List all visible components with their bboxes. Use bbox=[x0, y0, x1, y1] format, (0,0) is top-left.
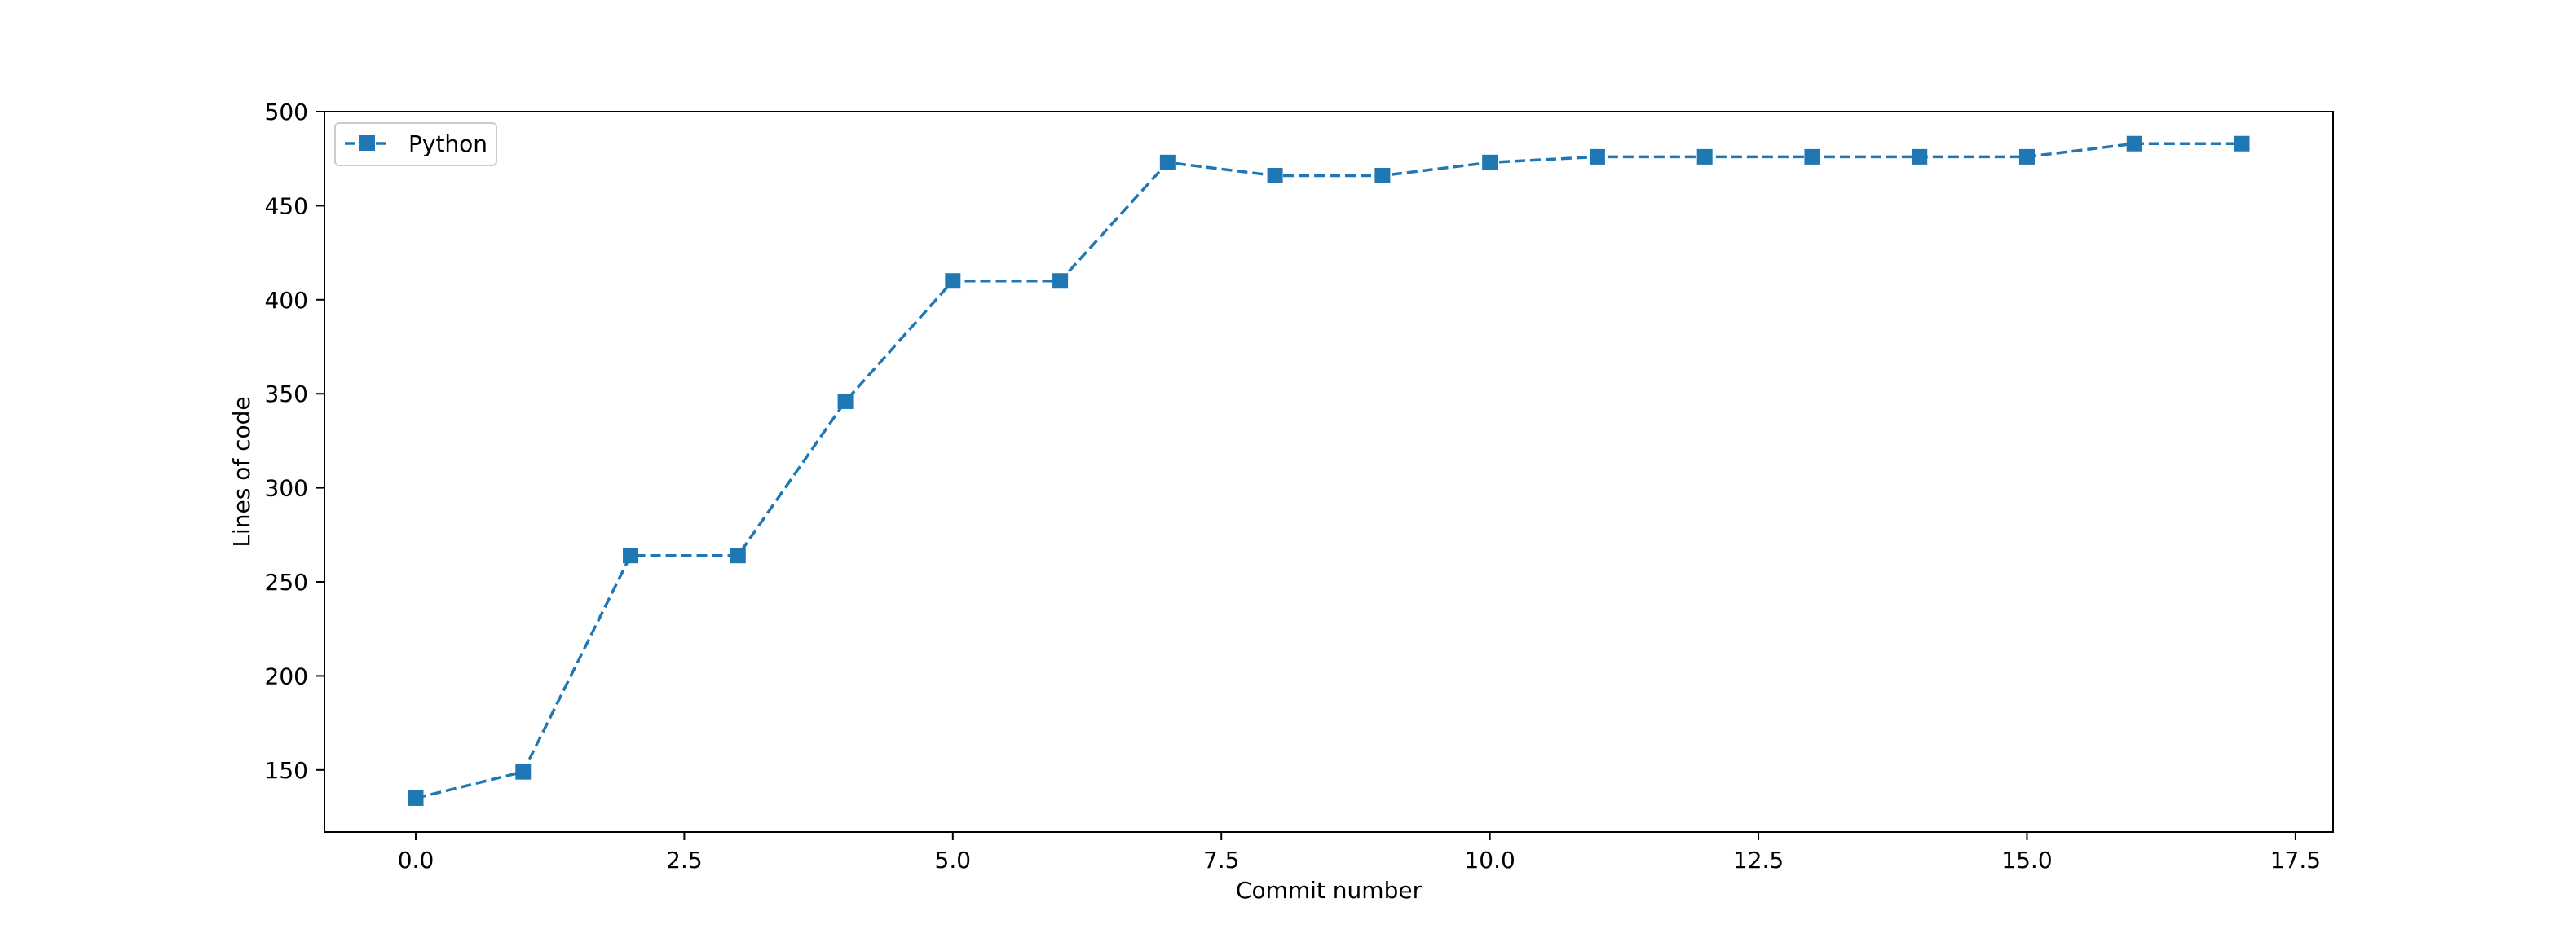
data-point-marker bbox=[1267, 167, 1283, 183]
legend: Python bbox=[334, 122, 497, 166]
data-point-marker bbox=[730, 548, 746, 564]
x-tick-label: 7.5 bbox=[1203, 847, 1240, 874]
data-point-marker bbox=[2126, 135, 2142, 152]
data-point-marker bbox=[1696, 148, 1713, 165]
legend-box bbox=[334, 122, 497, 166]
data-point-marker bbox=[515, 764, 532, 780]
x-tick-label: 0.0 bbox=[398, 847, 434, 874]
x-tick-label: 10.0 bbox=[1464, 847, 1515, 874]
data-point-marker bbox=[837, 393, 854, 409]
series-line-python bbox=[415, 142, 2242, 800]
x-tick-label: 15.0 bbox=[2001, 847, 2052, 874]
data-point-marker bbox=[1482, 154, 1498, 170]
data-point-marker bbox=[2018, 148, 2035, 165]
data-point-marker bbox=[1912, 148, 1928, 165]
legend-marker-sample bbox=[359, 135, 375, 151]
legend-label-python: Python bbox=[408, 130, 487, 157]
y-tick-label: 400 bbox=[265, 287, 308, 314]
data-point-marker bbox=[2234, 135, 2250, 152]
y-tick-label: 500 bbox=[265, 99, 308, 125]
x-tick-label: 5.0 bbox=[935, 847, 972, 874]
data-point-marker bbox=[945, 273, 961, 289]
y-tick-label: 150 bbox=[265, 757, 308, 784]
data-point-marker bbox=[1052, 273, 1069, 289]
y-tick-label: 250 bbox=[265, 569, 308, 596]
y-axis-title: Lines of code bbox=[228, 396, 255, 547]
data-point-marker bbox=[1589, 148, 1605, 165]
x-tick-label: 12.5 bbox=[1733, 847, 1784, 874]
data-point-marker bbox=[623, 548, 639, 564]
x-axis-title: Commit number bbox=[1236, 877, 1423, 904]
y-tick-label: 350 bbox=[265, 381, 308, 407]
x-tick-label: 17.5 bbox=[2270, 847, 2321, 874]
plot-frame bbox=[324, 111, 2334, 833]
x-tick-label: 2.5 bbox=[666, 847, 703, 874]
y-tick-label: 300 bbox=[265, 475, 308, 502]
y-tick-label: 450 bbox=[265, 192, 308, 219]
plot-area bbox=[324, 112, 2333, 832]
y-tick-label: 200 bbox=[265, 663, 308, 689]
x-axis-ticks: 0.0 2.5 5.0 7.5 10.0 12.5 15.0 17.5 bbox=[398, 832, 2321, 874]
y-axis-ticks: 150 200 250 300 350 400 450 500 bbox=[265, 99, 324, 784]
series-layer bbox=[408, 135, 2250, 806]
data-point-marker bbox=[1374, 167, 1391, 183]
data-point-marker bbox=[1804, 148, 1820, 165]
data-point-marker bbox=[408, 790, 424, 806]
data-point-marker bbox=[1159, 154, 1176, 170]
